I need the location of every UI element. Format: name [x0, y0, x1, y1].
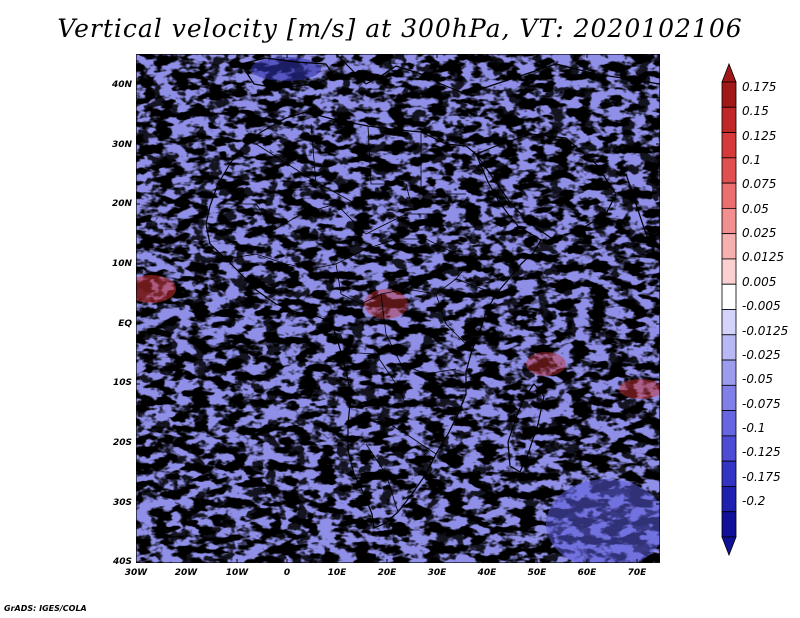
colorbar-top-arrow — [721, 62, 737, 83]
arabia-coastline — [475, 133, 617, 239]
field-positive-layer — [136, 54, 660, 563]
lat-label-20n: 20N — [111, 199, 132, 209]
lat-label-10n: 10N — [111, 259, 132, 269]
colorbar-segment — [721, 460, 737, 487]
grads-credit: GrADS: IGES/COLA — [4, 604, 87, 613]
ascent-west-atlantic — [136, 275, 176, 303]
chart-title: Vertical velocity [m/s] at 300hPa, VT: 2… — [57, 14, 743, 43]
axis-ticks — [136, 54, 660, 563]
colorbar-label: -0.125 — [742, 445, 781, 460]
colorbar-label: 0.005 — [742, 274, 777, 289]
ascent-central-africa — [364, 289, 408, 319]
india-coastline — [625, 173, 660, 265]
lon-label-70e: 70E — [627, 568, 647, 578]
colorbar — [721, 62, 737, 557]
madagascar-coastline — [507, 383, 545, 473]
colorbar-segment — [721, 410, 737, 437]
ascent-madagascar-east — [526, 352, 566, 376]
colorbar-label: 0.025 — [742, 226, 777, 241]
colorbar-segment — [721, 435, 737, 462]
colorbar-label: -0.025 — [742, 347, 781, 362]
colorbar-label: 0.1 — [742, 153, 762, 168]
lon-label-0: 0 — [283, 568, 291, 578]
colorbar-label: 0.175 — [742, 80, 777, 94]
coastlines — [205, 54, 660, 529]
colorbar-label: 0.0125 — [742, 250, 784, 265]
lon-label-10e: 10E — [327, 568, 347, 578]
lat-label-30s: 30S — [112, 498, 132, 508]
country-borders — [218, 123, 497, 513]
colorbar-segment — [721, 81, 737, 108]
colorbar-segment — [721, 207, 737, 235]
colorbar-label: 0.075 — [742, 177, 777, 192]
strong-descent-southeast — [546, 479, 660, 563]
vertical-velocity-map — [136, 54, 660, 563]
lon-label-20w: 20W — [174, 568, 198, 578]
colorbar-segment — [721, 334, 737, 361]
lon-label-30e: 30E — [427, 568, 447, 578]
colorbar-label: 0.15 — [742, 104, 769, 119]
colorbar-bottom-arrow — [721, 536, 737, 557]
colorbar-segment — [721, 132, 737, 159]
colorbar-label: 0.125 — [742, 128, 777, 143]
iberia-coastline — [240, 57, 335, 89]
mediterranean-north — [335, 54, 660, 95]
lon-label-60e: 60E — [577, 568, 597, 578]
lon-label-30w: 30W — [124, 568, 148, 578]
colorbar-segment — [721, 258, 737, 285]
colorbar-label: -0.1 — [742, 420, 766, 435]
colorbar-label: -0.0125 — [742, 323, 789, 338]
colorbar-segment — [721, 486, 737, 513]
colorbar-segment — [721, 384, 737, 412]
colorbar-label: -0.175 — [742, 469, 781, 484]
colorbar-label: 0.05 — [742, 201, 769, 216]
colorbar-segment — [721, 359, 737, 386]
africa-coastline — [205, 111, 542, 529]
colorbar-segment — [721, 157, 737, 184]
colorbar-label: -0.2 — [742, 493, 766, 508]
colorbar-label: -0.005 — [742, 299, 781, 314]
colorbar-label: -0.05 — [742, 372, 774, 387]
lon-label-50e: 50E — [527, 568, 547, 578]
lat-label-eq: EQ — [118, 319, 132, 329]
lat-label-20s: 20S — [112, 438, 132, 448]
lon-label-40e: 40E — [477, 568, 497, 578]
lat-label-30n: 30N — [111, 140, 132, 150]
colorbar-segment — [721, 283, 737, 310]
lon-label-20e: 20E — [377, 568, 397, 578]
lat-label-40s: 40S — [112, 557, 132, 567]
lat-label-40n: 40N — [111, 80, 132, 90]
colorbar-segment — [721, 511, 737, 538]
colorbar-label: -0.075 — [742, 396, 781, 411]
colorbar-segment — [721, 233, 737, 260]
lat-label-10s: 10S — [112, 378, 132, 388]
lon-label-10w: 10W — [225, 568, 249, 578]
colorbar-segment — [721, 182, 737, 209]
colorbar-segment — [721, 106, 737, 133]
ascent-indian-ocean — [619, 379, 660, 399]
colorbar-segment — [721, 309, 737, 336]
